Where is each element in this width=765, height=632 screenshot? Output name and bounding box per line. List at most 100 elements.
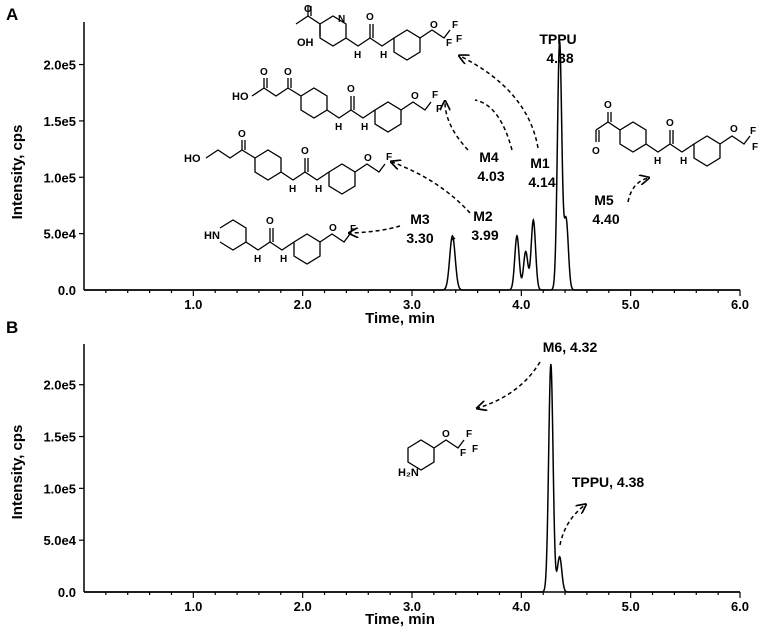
- y-tick-label: 5.0e4: [43, 227, 76, 242]
- x-tick-label: 5.0: [622, 599, 640, 614]
- m2-f-label: F: [386, 152, 392, 163]
- panel-a-x-axis-title: Time, min: [365, 310, 435, 327]
- y-tick-label: 2.0e5: [43, 58, 76, 73]
- peak-label-m5-name: M5: [594, 192, 614, 208]
- arrow-m6-structure: [478, 361, 541, 408]
- m5-nh1-label: H: [654, 156, 661, 167]
- y-tick-label: 5.0e4: [43, 533, 76, 548]
- peak-label-m1-name: M1: [530, 155, 550, 171]
- panel-b-x-axis-title: Time, min: [365, 611, 435, 628]
- arrow-m2-structure: [392, 162, 471, 214]
- panel-b-letter: B: [6, 318, 18, 337]
- m4-f1-label: F: [432, 90, 438, 101]
- m6-h2n-label: H₂N: [398, 467, 419, 479]
- panel-a-arrows: [350, 56, 648, 241]
- panel-b-arrows: [478, 361, 585, 546]
- panel-a-ticks: 1.0 2.0 3.0 4.0 5.0 6.0 0.0 5.0e4 1.0e5 1.5e5 2.0e…: [43, 58, 749, 312]
- m4-o2-label: O: [284, 67, 292, 78]
- structure-m2: [205, 140, 386, 195]
- m5-o1-label: O: [604, 100, 612, 111]
- arrow-m3-tick: [451, 237, 456, 241]
- m4-o1-label: O: [260, 67, 268, 78]
- m1-f3-label: F: [446, 38, 452, 49]
- m4-nh2-label: H: [361, 122, 368, 133]
- m1-o-label: O: [304, 4, 312, 15]
- m5-f1-label: F: [750, 126, 756, 137]
- m1-nh2-label: H: [380, 50, 387, 61]
- arrow-m3-structure: [350, 225, 401, 233]
- arrow-tppu-b: [559, 505, 585, 546]
- arrow-m5-structure: [627, 178, 648, 203]
- peak-label-m5-time: 4.40: [592, 211, 619, 227]
- m1-nh1-label: H: [354, 50, 361, 61]
- m3-hn-label: HN: [204, 230, 220, 242]
- arrow-m1-structure: [460, 56, 539, 149]
- m2-nh2-label: H: [315, 184, 322, 195]
- m6-f3-label: F: [460, 448, 466, 459]
- x-tick-label: 3.0: [403, 297, 421, 312]
- m3-nh1-label: H: [254, 254, 261, 265]
- peak-label-m3-time: 3.30: [406, 230, 433, 246]
- peak-label-m4-name: M4: [479, 149, 499, 165]
- y-tick-label: 0.0: [58, 283, 76, 298]
- x-tick-label: 4.0: [512, 297, 530, 312]
- peak-label-m1-time: 4.14: [528, 174, 555, 190]
- m6-f2-label: F: [472, 444, 478, 455]
- m2-nh1-label: H: [289, 184, 296, 195]
- panel-a-axes: [83, 22, 740, 291]
- x-tick-label: 5.0: [622, 297, 640, 312]
- panel-a-y-axis-title: Intensity, cps: [9, 125, 26, 220]
- x-tick-label: 2.0: [294, 297, 312, 312]
- x-tick-label: 1.0: [184, 297, 202, 312]
- m2-ho-label: HO: [184, 153, 201, 165]
- x-tick-label: 2.0: [294, 599, 312, 614]
- x-tick-label: 6.0: [731, 297, 749, 312]
- m5-ether-o-label: O: [730, 124, 738, 135]
- y-tick-label: 1.5e5: [43, 430, 76, 445]
- m4-ether-o-label: O: [411, 91, 419, 102]
- x-tick-label: 6.0: [731, 599, 749, 614]
- y-tick-label: 2.0e5: [43, 378, 76, 393]
- peak-label-tppu-b: TPPU, 4.38: [572, 474, 645, 490]
- m5-o2-label: O: [592, 146, 600, 157]
- panel-a-letter: A: [6, 5, 18, 24]
- m4-f2-label: F: [436, 104, 442, 115]
- structure-m5: [595, 112, 751, 167]
- arrow-m4-structure: [445, 102, 469, 151]
- panel-b-y-axis-title: Intensity, cps: [9, 425, 26, 520]
- m6-f1-label: F: [466, 429, 472, 440]
- m3-ether-o-label: O: [329, 223, 337, 234]
- peak-label-m4-time: 4.03: [477, 168, 504, 184]
- m5-nh2-label: H: [680, 156, 687, 167]
- y-tick-label: 1.5e5: [43, 114, 76, 129]
- m5-f2-label: F: [752, 142, 758, 153]
- m1-f2-label: F: [456, 34, 462, 45]
- peak-label-m2-time: 3.99: [471, 227, 498, 243]
- structure-m6: [407, 439, 465, 471]
- peak-label-m2-name: M2: [473, 208, 493, 224]
- m1-oh-label: OH: [297, 37, 314, 49]
- panel-a: A Intensity, cps Time, min 1.0 2.0 3.0 4.0 5…: [6, 4, 758, 327]
- peak-label-tppu-name: TPPU: [539, 31, 576, 47]
- panel-b-trace: [84, 363, 740, 593]
- m3-nh2-label: H: [280, 254, 287, 265]
- x-tick-label: 3.0: [403, 599, 421, 614]
- m1-f1-label: F: [452, 20, 458, 31]
- m2-o-label: O: [238, 129, 246, 140]
- m2-ether-o-label: O: [364, 153, 372, 164]
- peak-label-m3-name: M3: [410, 211, 430, 227]
- structure-m4: [251, 78, 432, 133]
- panel-b: B Intensity, cps Time, min 1.0 2.0 3.0 4.0 5…: [6, 318, 749, 628]
- m1-urea-o-label: O: [366, 12, 374, 23]
- m1-n-label: N: [338, 14, 345, 25]
- m3-f-label: F: [350, 224, 356, 235]
- y-tick-label: 1.0e5: [43, 170, 76, 185]
- x-tick-label: 1.0: [184, 599, 202, 614]
- m5-urea-o-label: O: [666, 118, 674, 129]
- m3-urea-o-label: O: [266, 216, 274, 227]
- m6-ether-o-label: O: [442, 429, 450, 440]
- x-tick-label: 4.0: [512, 599, 530, 614]
- m4-ho-label: HO: [232, 91, 249, 103]
- m4-urea-o-label: O: [347, 84, 355, 95]
